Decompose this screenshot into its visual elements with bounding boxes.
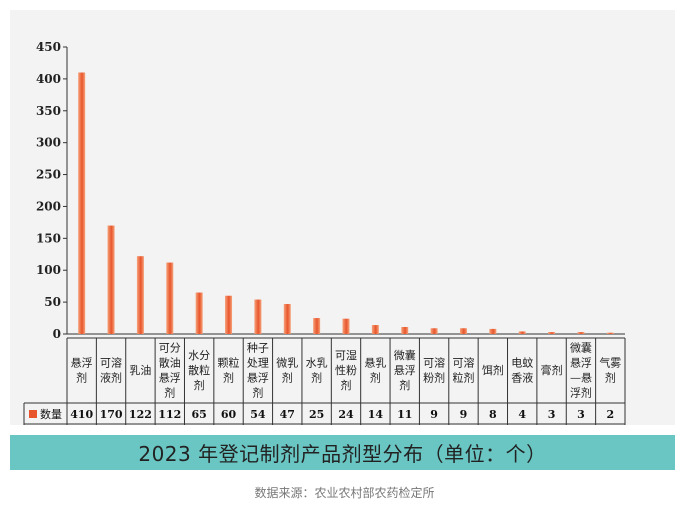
- y-tick-label: 450: [36, 40, 61, 54]
- category-label: 电蚊: [511, 356, 533, 370]
- category-label: 剂: [605, 371, 616, 385]
- title-banner: 2023 年登记制剂产品剂型分布（单位：个）: [10, 435, 675, 470]
- y-tick-label: 200: [36, 199, 61, 213]
- category-label: 膏剂: [541, 363, 563, 377]
- y-tick-label: 300: [36, 136, 61, 150]
- category-label: 浮剂: [570, 386, 592, 400]
- category-label: 可溶: [100, 356, 122, 370]
- data-value-label: 11: [397, 408, 412, 421]
- bar: [225, 295, 233, 334]
- category-label: 剂: [76, 371, 87, 385]
- category-label: 剂: [370, 371, 381, 385]
- chart-title: 2023 年登记制剂产品剂型分布（单位：个）: [138, 442, 547, 466]
- data-value-label: 410: [70, 408, 93, 421]
- data-value-label: 4: [518, 408, 526, 421]
- data-value-label: 25: [309, 408, 324, 421]
- data-value-label: 3: [577, 408, 585, 421]
- category-label: 处理: [247, 357, 269, 370]
- bar: [371, 325, 379, 334]
- category-label: 悬乳: [364, 357, 386, 370]
- bar: [283, 304, 291, 334]
- bar: [78, 72, 86, 334]
- bar: [401, 326, 409, 334]
- bar: [430, 328, 438, 334]
- legend-swatch: [29, 410, 37, 418]
- y-tick-label: 150: [36, 231, 61, 245]
- source-note: 数据来源：农业农村部农药检定所: [254, 486, 435, 500]
- category-label: 水分: [188, 349, 210, 362]
- bar: [107, 225, 115, 334]
- bar: [606, 332, 614, 334]
- category-label: 香液: [511, 371, 533, 385]
- category-label: 剂: [399, 378, 410, 392]
- category-label: 散粒: [188, 363, 210, 377]
- category-label: 剂: [223, 371, 234, 385]
- category-label: 悬浮: [394, 364, 416, 377]
- data-value-label: 65: [192, 408, 207, 421]
- category-label: 气雾: [599, 356, 621, 370]
- data-value-label: 47: [280, 408, 295, 421]
- data-value-label: 112: [158, 408, 181, 421]
- category-label: —悬: [570, 372, 592, 385]
- category-label: 剂: [282, 371, 293, 385]
- category-label: 水乳: [306, 357, 328, 370]
- category-label: 微囊: [394, 348, 416, 362]
- category-label: 可分: [159, 342, 181, 355]
- category-label: 悬浮: [71, 357, 93, 370]
- category-label: 乳油: [129, 363, 151, 377]
- data-value-label: 3: [548, 408, 556, 421]
- chart-area: 0 50 100 150 200 250 300 350 400 450 悬浮剂可溶 液剂 乳油 可分散…: [10, 10, 675, 425]
- category-label: 种子: [247, 341, 269, 355]
- bar: [459, 328, 467, 334]
- category-label: 可溶: [423, 356, 445, 370]
- category-label: 可湿: [335, 349, 357, 362]
- category-label: 剂: [341, 378, 352, 392]
- bar: [195, 292, 203, 334]
- bar: [577, 332, 585, 334]
- y-tick-label: 0: [53, 327, 61, 341]
- category-label: 散油: [159, 356, 181, 370]
- category-label: 悬浮: [570, 357, 592, 370]
- y-tick-label: 250: [36, 168, 61, 182]
- category-label: 悬浮: [247, 372, 269, 385]
- data-value-label: 24: [338, 408, 354, 421]
- category-label: 剂: [194, 378, 205, 392]
- category-label: 悬浮: [159, 372, 181, 385]
- bar: [489, 328, 497, 334]
- y-tick-label: 100: [36, 263, 61, 277]
- category-label: 可溶: [452, 356, 474, 370]
- bar: [313, 318, 321, 334]
- data-value-label: 9: [460, 408, 468, 421]
- bar: [548, 332, 556, 334]
- category-label: 剂: [252, 386, 263, 400]
- category-label: 粉剂: [423, 371, 445, 385]
- y-tick-label: 350: [36, 104, 61, 118]
- data-value-label: 60: [221, 408, 237, 421]
- data-value-label: 122: [129, 408, 152, 421]
- data-value-label: 9: [430, 408, 438, 421]
- bar: [518, 331, 526, 334]
- y-tick-label: 400: [36, 72, 61, 86]
- data-value-label: 2: [606, 408, 614, 421]
- data-value-label: 54: [250, 408, 266, 421]
- bar: [136, 256, 144, 334]
- bar: [166, 262, 174, 334]
- category-label: 粒剂: [452, 371, 474, 385]
- category-label: 微乳: [276, 356, 298, 370]
- data-value-label: 170: [100, 408, 123, 421]
- data-value-label: 14: [368, 408, 384, 421]
- bar: [254, 299, 262, 334]
- bar: [342, 318, 350, 334]
- category-label: 性粉: [335, 363, 357, 377]
- category-label: 微囊: [570, 341, 592, 355]
- category-label: 剂: [164, 386, 175, 400]
- data-value-label: 8: [489, 408, 497, 421]
- category-label: 剂: [311, 371, 322, 385]
- category-label: 液剂: [100, 371, 122, 385]
- category-label: 颗粒: [218, 356, 240, 370]
- y-tick-label: 50: [44, 295, 61, 309]
- category-label: 饵剂: [482, 363, 504, 377]
- legend-label: 数量: [40, 408, 62, 421]
